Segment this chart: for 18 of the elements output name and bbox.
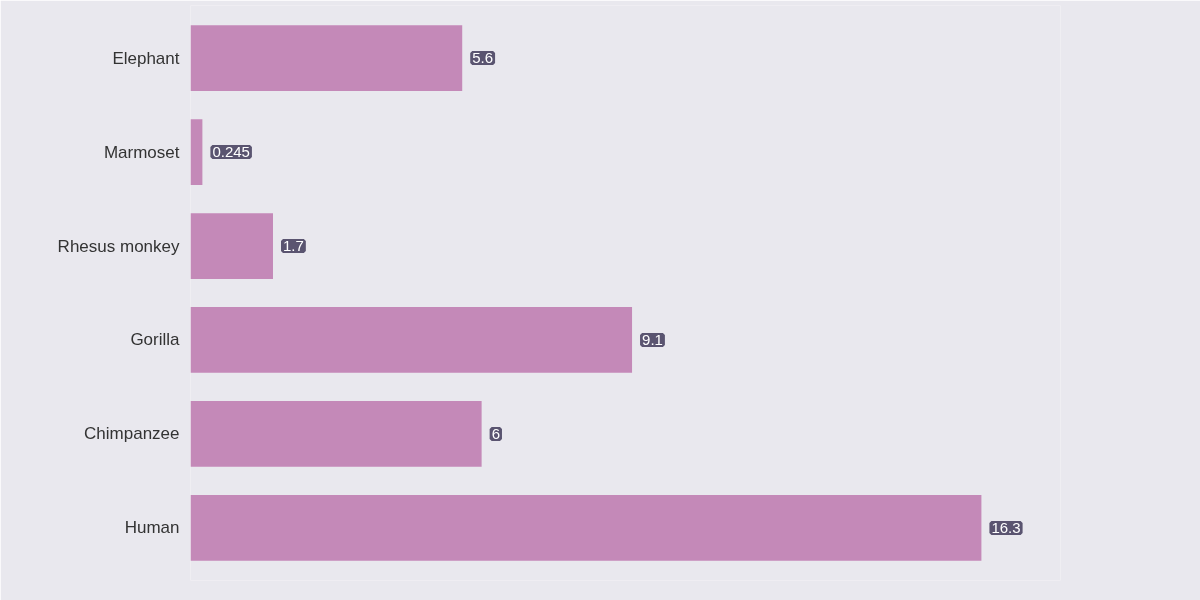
data-label: 1.7 xyxy=(282,237,304,255)
y-tick-label: Human xyxy=(124,518,180,538)
bar xyxy=(190,119,203,185)
bar xyxy=(190,307,633,373)
bar xyxy=(190,401,482,467)
bar xyxy=(190,495,982,561)
y-tick-label: Marmoset xyxy=(103,142,180,162)
data-label: 0.245 xyxy=(212,143,250,161)
bar xyxy=(190,25,463,91)
y-tick-label: Gorilla xyxy=(130,330,181,350)
data-label: 16.3 xyxy=(991,518,1021,536)
bar xyxy=(190,213,273,279)
data-label: 5.6 xyxy=(472,49,494,67)
y-tick-label: Rhesus monkey xyxy=(57,236,180,256)
y-tick-label: Elephant xyxy=(112,48,180,68)
data-label: 9.1 xyxy=(642,330,663,348)
data-label: 6 xyxy=(491,424,500,442)
y-tick-label: Chimpanzee xyxy=(84,424,180,444)
